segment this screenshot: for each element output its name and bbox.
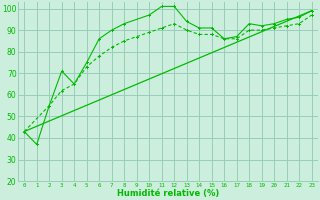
X-axis label: Humidité relative (%): Humidité relative (%) <box>117 189 219 198</box>
